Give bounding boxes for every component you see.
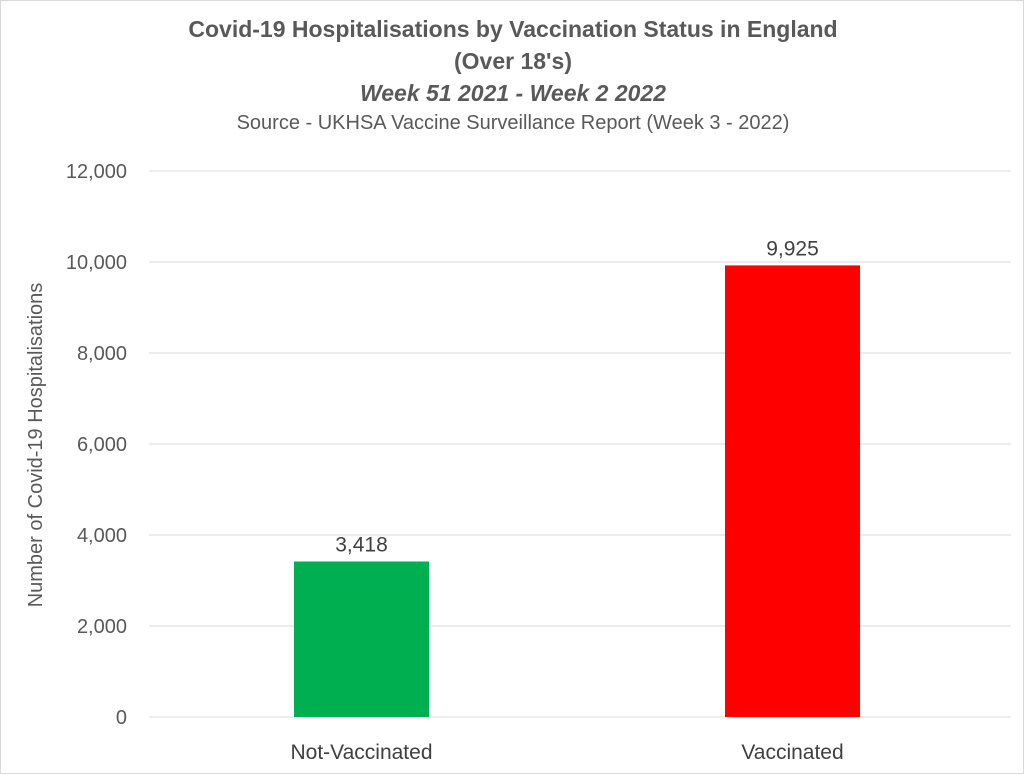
- gridlines: [149, 170, 1011, 718]
- bar-vaccinated: [725, 265, 860, 717]
- y-tick-label: 10,000: [66, 252, 127, 274]
- category-labels: Not-Vaccinated Vaccinated: [290, 741, 843, 764]
- title-block: Covid-19 Hospitalisations by Vaccination…: [1, 13, 1024, 137]
- chart-title-line2: (Over 18's): [454, 48, 572, 74]
- data-label: 3,418: [335, 533, 388, 556]
- category-label: Vaccinated: [741, 741, 843, 764]
- y-tick-label: 8,000: [77, 343, 127, 365]
- y-tick-labels: 0 2,000 4,000 6,000 8,000 10,000 12,000: [66, 161, 127, 729]
- y-tick-label: 4,000: [77, 525, 127, 547]
- y-tick-label: 0: [116, 707, 127, 729]
- y-tick-label: 12,000: [66, 161, 127, 183]
- chart-subtitle: Week 51 2021 - Week 2 2022: [359, 80, 667, 106]
- y-axis-title: Number of Covid-19 Hospitalisations: [25, 283, 47, 608]
- y-tick-label: 2,000: [77, 616, 127, 638]
- bars: [294, 265, 860, 717]
- data-label: 9,925: [766, 237, 819, 260]
- data-labels: 3,418 9,925: [335, 237, 819, 556]
- category-label: Not-Vaccinated: [290, 741, 432, 764]
- bar-not-vaccinated: [294, 561, 429, 717]
- chart-title: Covid-19 Hospitalisations by Vaccination…: [188, 16, 838, 42]
- y-tick-label: 6,000: [77, 434, 127, 456]
- chart-source: Source - UKHSA Vaccine Surveillance Repo…: [236, 112, 790, 134]
